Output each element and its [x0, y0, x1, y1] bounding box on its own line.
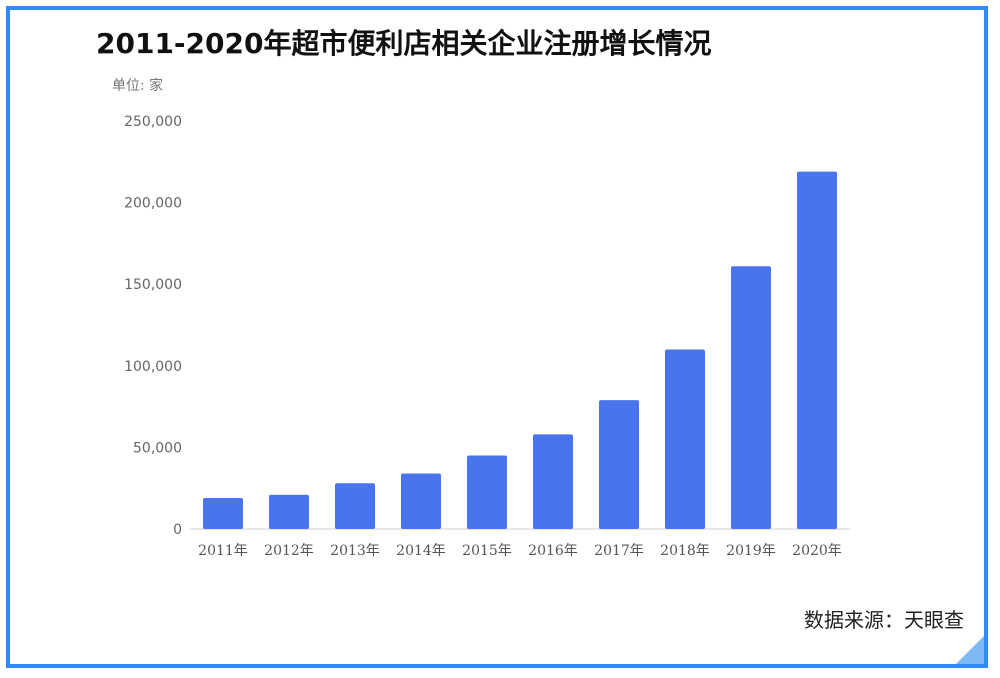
bars	[203, 171, 837, 530]
frame-corner-decoration	[956, 636, 984, 664]
x-tick-label: 2011年	[198, 543, 248, 559]
x-tick-label: 2013年	[330, 543, 380, 559]
unit-label: 单位: 家	[112, 78, 164, 94]
x-tick-label: 2015年	[462, 543, 512, 559]
y-tick-label: 250,000	[124, 114, 182, 130]
chart-title: 2011-2020年超市便利店相关企业注册增长情况	[96, 27, 712, 60]
bar-2015年	[467, 455, 507, 529]
x-tick-label: 2014年	[396, 543, 446, 559]
bar-2011年	[203, 497, 243, 529]
x-tick-label: 2019年	[726, 543, 776, 559]
bar-2012年	[269, 494, 309, 529]
y-axis-ticks: 0 50,000 100,000 150,000 200,000 250,000	[124, 114, 182, 538]
x-tick-label: 2018年	[660, 543, 710, 559]
bar-2014年	[401, 473, 441, 529]
x-tick-label: 2020年	[792, 543, 842, 559]
bar-2019年	[731, 266, 771, 529]
source-note: 数据来源：天眼查	[804, 608, 964, 632]
y-tick-label: 100,000	[124, 359, 182, 375]
x-axis-ticks: 2011年 2012年 2013年 2014年 2015年 2016年 2017年 2018年…	[198, 543, 842, 559]
bar-2018年	[665, 349, 705, 529]
y-tick-label: 200,000	[124, 196, 182, 212]
x-tick-label: 2012年	[264, 543, 314, 559]
bar-2017年	[599, 400, 639, 529]
y-tick-label: 50,000	[133, 440, 182, 456]
x-tick-label: 2017年	[594, 543, 644, 559]
y-tick-label: 0	[173, 522, 182, 538]
bar-2013年	[335, 483, 375, 529]
bar-2016年	[533, 434, 573, 529]
y-tick-label: 150,000	[124, 277, 182, 293]
x-tick-label: 2016年	[528, 543, 578, 559]
bar-2020年	[797, 171, 837, 530]
